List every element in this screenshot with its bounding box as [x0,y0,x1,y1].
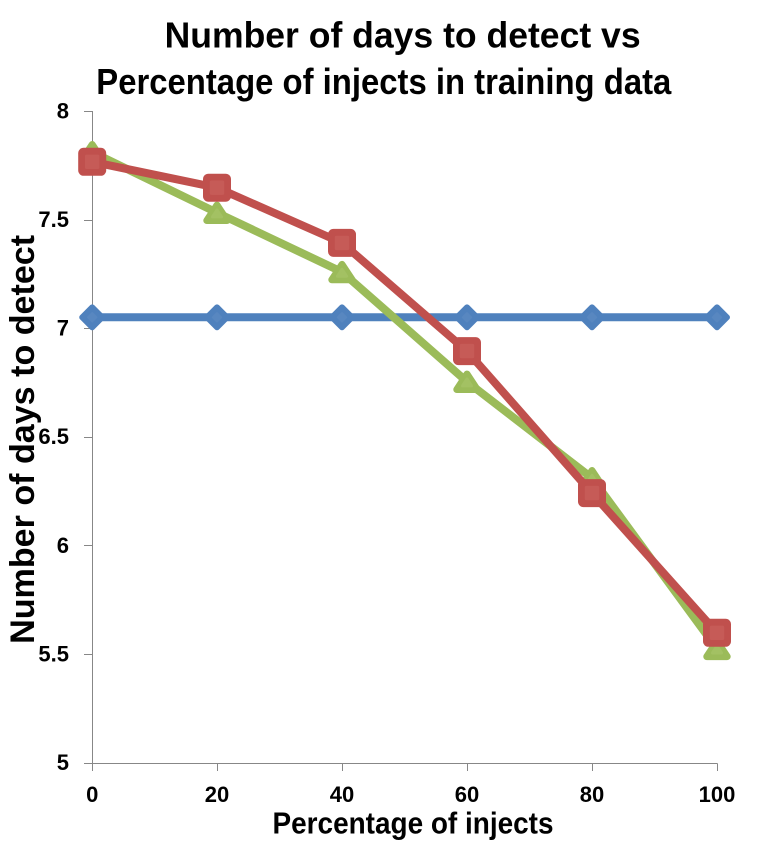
svg-text:20: 20 [205,782,229,807]
svg-text:60: 60 [455,782,479,807]
svg-text:0: 0 [86,782,98,807]
svg-text:40: 40 [330,782,354,807]
svg-text:Number of days to detect vs: Number of days to detect vs [165,14,641,55]
svg-text:Percentage of injects in train: Percentage of injects in training data [96,61,672,102]
svg-text:6: 6 [57,533,69,558]
svg-text:7.5: 7.5 [38,207,69,232]
svg-text:Number of days to detect: Number of days to detect [4,235,42,644]
svg-text:Percentage of injects: Percentage of injects [273,806,554,841]
svg-text:8: 8 [57,98,69,123]
svg-text:80: 80 [580,782,604,807]
svg-text:100: 100 [699,782,736,807]
svg-text:5.5: 5.5 [38,641,69,666]
svg-text:7: 7 [57,316,69,341]
svg-text:6.5: 6.5 [38,424,69,449]
svg-text:5: 5 [57,750,69,775]
